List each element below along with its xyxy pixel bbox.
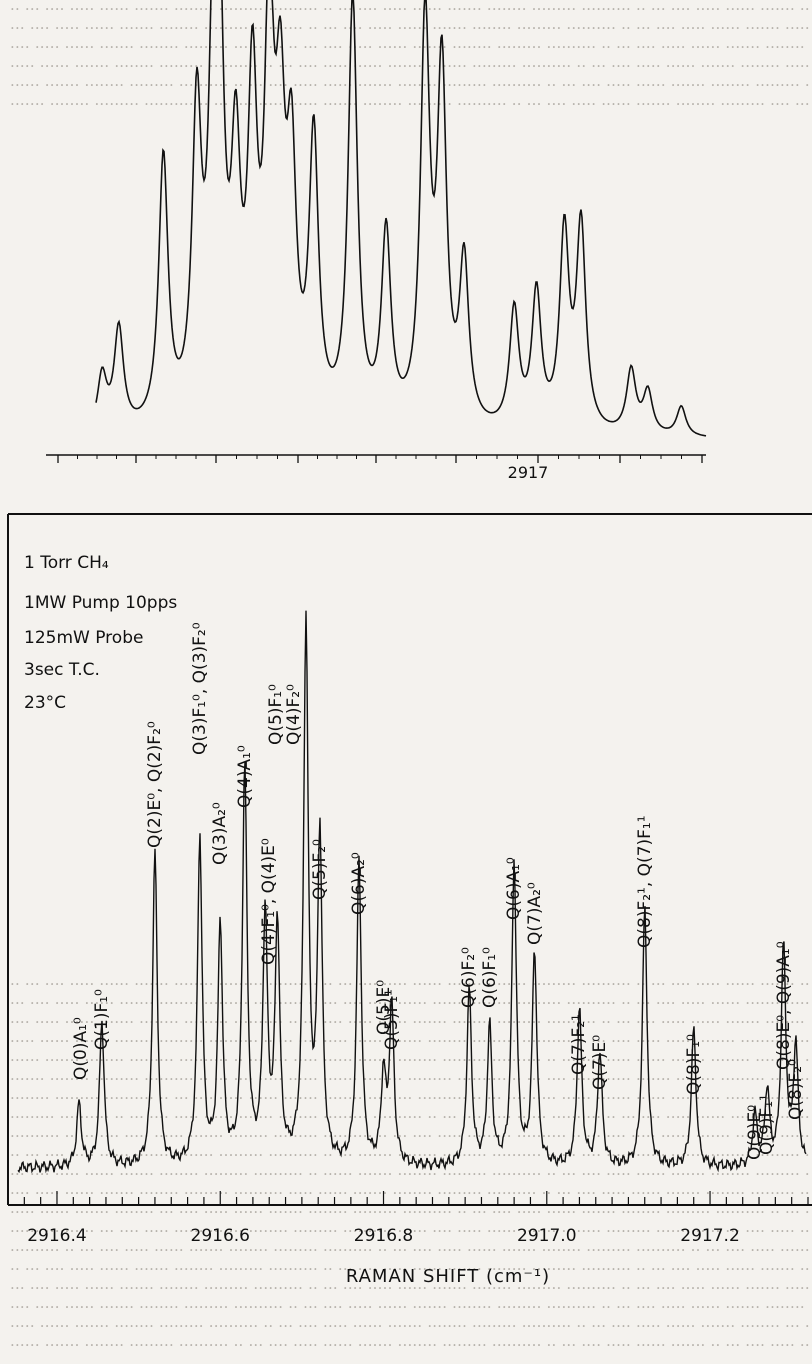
condition-line: 23°C [24, 693, 67, 713]
background-text-line: ······ ······· ········ ········· ······… [10, 76, 810, 94]
peak-label: Q(8)F₂⁰ [785, 1059, 806, 1120]
main-spectrum-panel: 2916.4 2916.6 2916.8 2917.0 2917.2 RAMAN SHIF… [7, 513, 812, 1287]
background-text-line: ···· ····· ······ ······· ········ ·····… [10, 1184, 810, 1202]
background-text-line: ······· ········ ········· ·········· ··… [10, 95, 810, 113]
x-tick-label: 2917.2 [680, 1226, 739, 1246]
x-tick-label: 2916.6 [191, 1226, 250, 1246]
x-tick-label: 2916.4 [27, 1226, 86, 1246]
top-spectrum-panel: 2917 [46, 0, 707, 482]
condition-line: 1MW Pump 10pps [24, 593, 178, 613]
peak-label: Q(6)F₁⁰ [479, 947, 500, 1008]
background-text-line: ····· ······ ······· ········ ········· … [10, 1032, 810, 1050]
background-text-line: ·· ··· ···· ····· ······ ······· ·······… [10, 975, 810, 993]
peak-label: Q(5)F₁¹ [381, 989, 402, 1050]
condition-line: 3sec T.C. [24, 660, 100, 680]
background-text-line: ······· ········ ········· ·········· ··… [10, 1070, 810, 1088]
peak-label: Q(6)F₂⁰ [459, 947, 480, 1008]
background-text-line: ·········· ·· ··· ···· ····· ······ ····… [10, 1127, 810, 1145]
background-text-line: ··· ···· ····· ······ ······· ········ ·… [10, 1165, 810, 1183]
peak-label: Q(4)F₁⁰, Q(4)E⁰ [259, 838, 280, 965]
background-text-line: ······ ······· ········ ········· ······… [10, 1051, 810, 1069]
x-axis-label: RAMAN SHIFT (cm⁻¹) [346, 1266, 550, 1287]
background-text-line: ··· ···· ····· ······ ······· ········ ·… [10, 1279, 810, 1297]
background-text-line: ······ ······· ·· ··· ···· ····· ······ … [10, 1222, 810, 1240]
peak-label: Q(4)F₂⁰ [283, 684, 304, 745]
peak-label: Q(7)E⁰ [589, 1034, 610, 1090]
background-text-line: ···· ····· ······ ······· ········ ·····… [10, 1013, 810, 1031]
peak-label: Q(7)F₂¹ [569, 1014, 590, 1075]
peak-label: Q(8)E⁰, Q(9)A₁⁰ [773, 941, 794, 1070]
background-text-line: ·········· ·· ··· ···· ····· ······ ····… [10, 1241, 810, 1259]
peak-label: Q(4)A₁⁰ [234, 745, 255, 808]
condition-line: 125mW Probe [24, 628, 144, 648]
peak-label: Q(6)A₂⁰ [349, 852, 370, 915]
peak-label: Q(9)F₁¹ [757, 1094, 778, 1155]
peak-label: Q(5)F₁⁰ [265, 684, 286, 745]
top-spectrum-trace [95, 0, 707, 437]
spectrum-trace [17, 610, 807, 1174]
background-text-line: ······ ······· ········ ········· ······… [10, 1336, 810, 1354]
peak-label: Q(6)A₁⁰ [504, 857, 525, 920]
peak-label: Q(0)A₁⁰ [71, 1017, 92, 1080]
peak-label: Q(3)F₁⁰, Q(3)F₂⁰ [189, 622, 210, 755]
peak-label: Q(3)A₂⁰ [210, 802, 231, 865]
background-text-line: ·· ··· ···· ····· ······ ······· ·······… [10, 1260, 810, 1278]
background-text-line: ····· ······ ······· ········ ········· … [10, 1317, 810, 1335]
peak-label: Q(8)F₁⁰ [683, 1034, 704, 1095]
x-tick-label: 2917.0 [517, 1226, 576, 1246]
peak-label: Q(8)F₂¹, Q(7)F₁¹ [634, 815, 655, 948]
peak-label: Q(7)A₂⁰ [524, 882, 545, 945]
x-tick-label: 2916.8 [354, 1226, 413, 1246]
peak-label: Q(2)E⁰, Q(2)F₂⁰ [144, 721, 165, 848]
background-text-line: ····· ······ ······· ········ ··· ···· ·… [10, 1203, 810, 1221]
top-tick-label: 2917 [508, 463, 549, 482]
background-text-line: ···· ····· ······ ······· ········ ·····… [10, 1298, 810, 1316]
background-text-line: ··· ···· ····· ······ ······· ········ ·… [10, 994, 810, 1012]
background-text-line: ········ ········· ·········· ·· ··· ···… [10, 1089, 810, 1107]
condition-line: 1 Torr CH₄ [24, 553, 109, 573]
peak-label: Q(1)F₁⁰ [91, 989, 112, 1050]
peak-label: Q(5)F₂⁰ [309, 839, 330, 900]
